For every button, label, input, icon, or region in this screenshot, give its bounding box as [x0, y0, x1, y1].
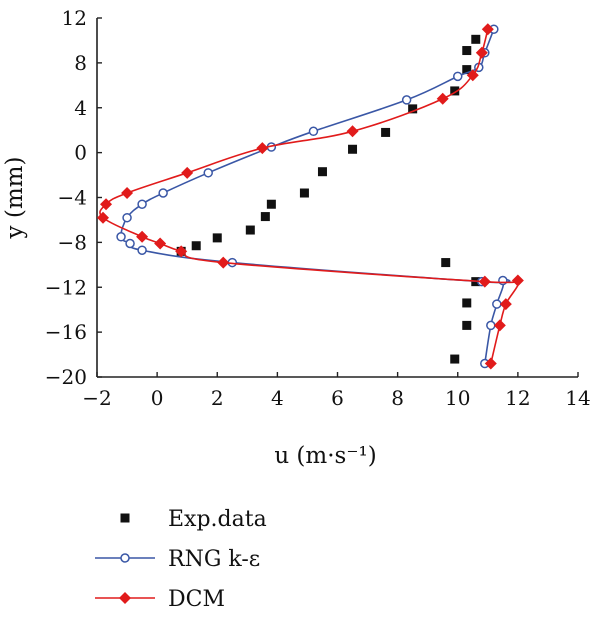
- data-point: [401, 95, 412, 105]
- y-tick-label: −12: [45, 275, 87, 299]
- data-point: [137, 245, 147, 255]
- data-point: [212, 233, 222, 243]
- x-tick-label: −2: [82, 386, 111, 410]
- data-point: [493, 319, 506, 332]
- y-tick-label: −20: [45, 365, 87, 389]
- x-tick-label: 10: [445, 386, 470, 410]
- y-tick-label: 0: [74, 141, 87, 165]
- data-point: [484, 357, 497, 370]
- legend: Exp.data RNG k-ε DCM: [95, 507, 267, 612]
- x-tick-label: 14: [565, 386, 590, 410]
- data-point: [481, 23, 494, 36]
- x-tick-label: 4: [271, 386, 284, 410]
- legend-label: Exp.data: [168, 507, 267, 532]
- data-point: [466, 69, 479, 82]
- data-point: [478, 275, 491, 288]
- legend-marker: [119, 592, 131, 604]
- data-point: [100, 198, 113, 211]
- series-1: [116, 24, 511, 369]
- y-tick-label: 4: [74, 96, 87, 120]
- data-point: [462, 46, 472, 56]
- data-point: [450, 86, 460, 96]
- legend-marker: [120, 513, 130, 523]
- data-point: [122, 212, 132, 223]
- series-layer: [97, 23, 524, 370]
- data-point: [191, 241, 201, 251]
- x-tick-label: 8: [391, 386, 404, 410]
- data-point: [266, 199, 276, 209]
- y-tick-label: −16: [45, 320, 87, 344]
- data-point: [317, 167, 327, 177]
- y-tick-label: −4: [58, 186, 87, 210]
- data-point: [462, 320, 472, 330]
- series-0: [176, 34, 481, 364]
- data-point: [137, 199, 147, 209]
- legend-item: DCM: [95, 587, 225, 612]
- legend-item: RNG k-ε: [95, 547, 260, 572]
- x-tick-label: 12: [505, 386, 530, 410]
- legend-label: DCM: [168, 587, 225, 612]
- data-point: [381, 127, 391, 137]
- data-point: [492, 299, 502, 309]
- x-tick-label: 0: [151, 386, 164, 410]
- data-point: [116, 232, 126, 242]
- series-line: [120, 28, 511, 364]
- data-point: [475, 46, 488, 59]
- data-point: [308, 126, 319, 137]
- data-point: [256, 142, 269, 155]
- y-axis-label: y (mm): [2, 157, 28, 240]
- data-point: [462, 298, 472, 308]
- data-point: [441, 258, 451, 268]
- legend-label: RNG k-ε: [168, 547, 260, 572]
- legend-item: Exp.data: [120, 507, 267, 532]
- data-point: [154, 237, 167, 250]
- data-point: [348, 144, 358, 154]
- data-point: [158, 188, 168, 198]
- data-point: [181, 166, 194, 179]
- data-point: [499, 298, 512, 311]
- data-point: [450, 354, 460, 364]
- data-point: [217, 256, 230, 269]
- data-point: [299, 188, 309, 198]
- data-point: [486, 320, 496, 331]
- data-point: [260, 212, 270, 222]
- data-point: [471, 34, 481, 44]
- data-point: [125, 238, 135, 249]
- data-point: [97, 211, 110, 224]
- data-point: [121, 187, 134, 200]
- data-point: [436, 92, 449, 105]
- data-point: [462, 65, 472, 75]
- y-tick-label: 12: [62, 6, 87, 30]
- data-point: [511, 274, 524, 287]
- data-point: [453, 71, 463, 82]
- data-point: [408, 104, 418, 114]
- x-tick-label: 6: [331, 386, 344, 410]
- y-tick-label: −8: [58, 230, 87, 254]
- x-tick-label: 2: [211, 386, 224, 410]
- data-point: [498, 275, 508, 286]
- data-point: [175, 245, 188, 258]
- series-2: [97, 23, 524, 370]
- x-axis-label: u (m·s⁻¹): [274, 443, 376, 469]
- data-point: [203, 168, 213, 178]
- y-tick-label: 8: [74, 51, 87, 75]
- data-point: [346, 125, 359, 138]
- data-point: [245, 225, 255, 235]
- data-point: [136, 230, 149, 243]
- legend-marker: [120, 553, 130, 563]
